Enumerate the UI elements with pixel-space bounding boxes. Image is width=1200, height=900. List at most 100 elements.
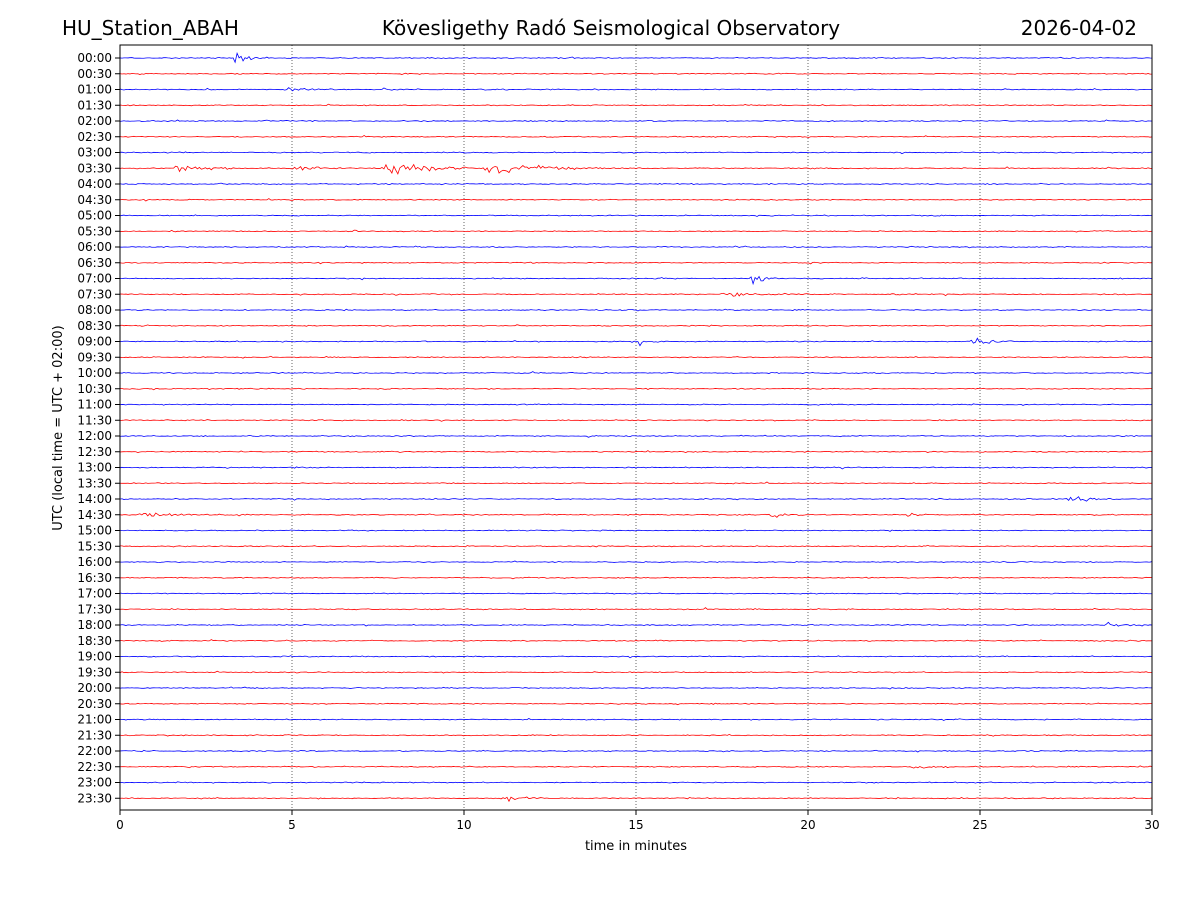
y-tick-label: 14:00 <box>77 492 112 506</box>
trace-2000 <box>119 686 1153 690</box>
y-tick-label: 09:00 <box>77 335 112 349</box>
trace-0900 <box>119 337 1153 347</box>
trace-1530 <box>119 544 1153 548</box>
trace-0700 <box>119 275 1153 286</box>
trace-1230 <box>119 450 1153 454</box>
y-tick-label: 02:30 <box>77 130 112 144</box>
y-tick-label: 16:00 <box>77 555 112 569</box>
y-tick-label: 11:30 <box>77 413 112 427</box>
y-tick-label: 22:30 <box>77 760 112 774</box>
y-tick-label: 07:30 <box>77 287 112 301</box>
trace-1900 <box>119 655 1153 659</box>
y-tick-label: 19:00 <box>77 650 112 664</box>
station-name: HU_Station_ABAH <box>62 16 239 40</box>
trace-2230 <box>119 765 1153 769</box>
y-tick-label: 00:00 <box>77 51 112 65</box>
y-tick-label: 06:00 <box>77 240 112 254</box>
trace-0330 <box>119 163 1153 175</box>
trace-1830 <box>119 639 1153 642</box>
y-tick-label: 00:30 <box>77 67 112 81</box>
x-tick-label: 30 <box>1144 818 1159 832</box>
x-tick-label: 10 <box>456 818 471 832</box>
seismic-traces <box>119 51 1153 803</box>
plot-area <box>120 45 1152 810</box>
trace-0530 <box>119 229 1153 233</box>
trace-0800 <box>119 308 1153 312</box>
trace-0000 <box>119 51 1153 64</box>
trace-0200 <box>119 119 1153 123</box>
trace-1400 <box>119 496 1153 502</box>
trace-0500 <box>119 214 1153 217</box>
trace-1000 <box>119 371 1153 375</box>
y-tick-label: 04:00 <box>77 177 112 191</box>
y-tick-label: 15:00 <box>77 524 112 538</box>
y-tick-label: 05:30 <box>77 224 112 238</box>
y-tick-label: 12:30 <box>77 445 112 459</box>
y-tick-label: 12:00 <box>77 429 112 443</box>
y-tick-label: 22:00 <box>77 744 112 758</box>
trace-0130 <box>119 103 1153 107</box>
y-tick-label: 15:30 <box>77 539 112 553</box>
y-tick-label: 21:00 <box>77 713 112 727</box>
trace-1730 <box>119 607 1153 611</box>
x-tick-label: 15 <box>628 818 643 832</box>
trace-0230 <box>119 134 1153 138</box>
trace-0830 <box>119 324 1153 327</box>
trace-1030 <box>119 387 1153 391</box>
y-tick-label: 17:30 <box>77 602 112 616</box>
y-tick-label: 10:30 <box>77 382 112 396</box>
x-tick-label: 25 <box>972 818 987 832</box>
y-tick-label: 07:00 <box>77 272 112 286</box>
trace-1500 <box>119 529 1153 532</box>
trace-0730 <box>119 292 1153 297</box>
trace-0430 <box>119 198 1153 202</box>
y-tick-label: 20:00 <box>77 681 112 695</box>
y-tick-label: 04:30 <box>77 193 112 207</box>
x-axis-label: time in minutes <box>585 839 687 854</box>
trace-1600 <box>119 560 1153 564</box>
y-tick-label: 10:00 <box>77 366 112 380</box>
trace-2200 <box>119 749 1153 753</box>
trace-1630 <box>119 576 1153 580</box>
trace-0400 <box>119 182 1153 186</box>
y-tick-label: 11:00 <box>77 398 112 412</box>
trace-1100 <box>119 403 1153 406</box>
x-tick-label: 5 <box>288 818 296 832</box>
y-tick-label: 18:00 <box>77 618 112 632</box>
y-tick-label: 09:30 <box>77 350 112 364</box>
x-tick-label: 0 <box>116 818 124 832</box>
trace-2100 <box>119 718 1153 721</box>
trace-0630 <box>119 261 1153 265</box>
x-axis-ticks: 0 5 10 15 20 25 30 <box>116 810 1160 832</box>
y-tick-label: 01:00 <box>77 83 112 97</box>
trace-0600 <box>119 245 1153 249</box>
y-tick-label: 06:30 <box>77 256 112 270</box>
trace-1200 <box>119 434 1153 438</box>
trace-0030 <box>119 72 1153 75</box>
y-axis-label: UTC (local time = UTC + 02:00) <box>51 325 66 530</box>
trace-2130 <box>119 733 1153 737</box>
y-tick-label: 23:00 <box>77 776 112 790</box>
trace-1130 <box>119 419 1153 422</box>
y-tick-label: 01:30 <box>77 98 112 112</box>
y-tick-label: 13:00 <box>77 461 112 475</box>
y-tick-label: 05:00 <box>77 209 112 223</box>
chart-date: 2026-04-02 <box>1021 16 1137 40</box>
trace-2300 <box>119 781 1153 784</box>
y-tick-label: 02:00 <box>77 114 112 128</box>
y-tick-label: 20:30 <box>77 697 112 711</box>
y-tick-label: 17:00 <box>77 587 112 601</box>
trace-1300 <box>119 466 1153 470</box>
y-tick-label: 08:00 <box>77 303 112 317</box>
trace-2330 <box>119 796 1153 803</box>
y-tick-label: 08:30 <box>77 319 112 333</box>
y-tick-label: 03:00 <box>77 146 112 160</box>
trace-1430 <box>119 512 1153 518</box>
trace-1700 <box>119 592 1153 595</box>
trace-0930 <box>119 355 1153 359</box>
y-tick-label: 03:30 <box>77 161 112 175</box>
y-tick-label: 16:30 <box>77 571 112 585</box>
trace-0100 <box>119 87 1153 92</box>
